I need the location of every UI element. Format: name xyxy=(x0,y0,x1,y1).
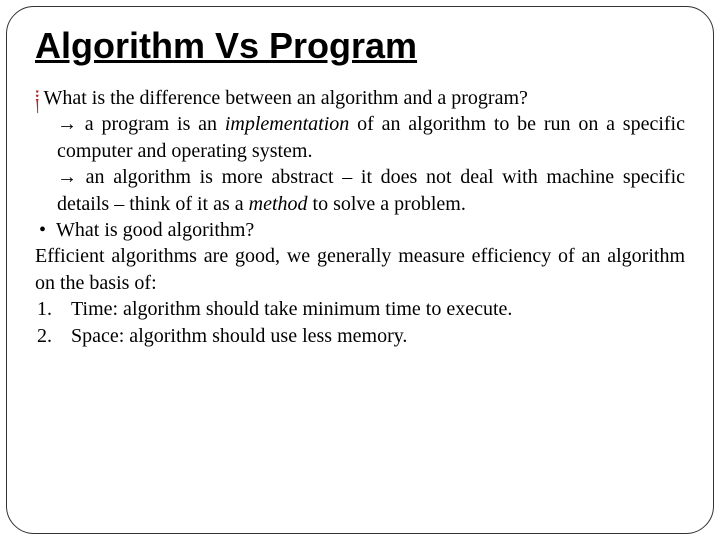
numbered-item-1: 1. Time: algorithm should take minimum t… xyxy=(35,296,685,322)
slide-title: Algorithm Vs Program xyxy=(35,25,685,67)
bullet-item-2: • What is good algorithm? xyxy=(35,217,685,243)
a1-pre: a program is an xyxy=(77,113,225,135)
answer-1: → a program is an implementation of an a… xyxy=(35,111,685,164)
a1-emph: implementation xyxy=(225,113,349,135)
a2-post: to solve a problem. xyxy=(308,193,466,215)
a2-emph: method xyxy=(249,193,308,215)
numbered-item-2: 2. Space: algorithm should use less memo… xyxy=(35,323,685,349)
question-1: What is the difference between an algori… xyxy=(43,85,685,111)
bullet-item-1: ༐ What is the difference between an algo… xyxy=(35,85,685,111)
arrow-icon: → xyxy=(57,113,77,135)
dot-icon: • xyxy=(39,217,46,243)
efficiency-text: Efficient algorithms are good, we genera… xyxy=(35,243,685,296)
bullet-icon: ༐ xyxy=(35,85,39,111)
number-1: 1. xyxy=(35,296,71,322)
num2-text: Space: algorithm should use less memory. xyxy=(71,323,407,349)
slide-frame: Algorithm Vs Program ༐ What is the diffe… xyxy=(6,6,714,534)
arrow-icon: → xyxy=(57,166,77,188)
answer-2: → an algorithm is more abstract – it doe… xyxy=(35,164,685,217)
body-content: ༐ What is the difference between an algo… xyxy=(35,85,685,349)
question-2: What is good algorithm? xyxy=(56,217,254,243)
num1-text: Time: algorithm should take minimum time… xyxy=(71,296,512,322)
number-2: 2. xyxy=(35,323,71,349)
